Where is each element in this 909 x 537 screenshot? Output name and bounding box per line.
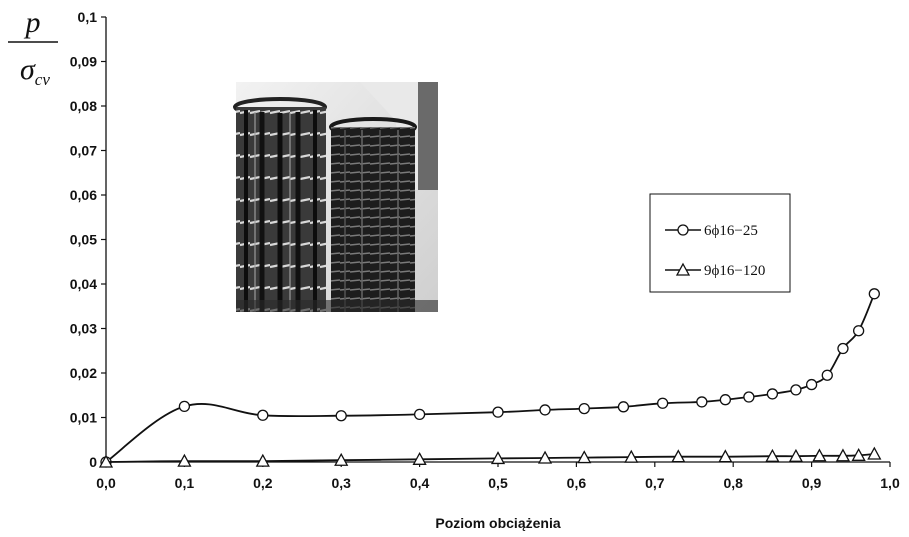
- data-point-1: [624, 449, 639, 463]
- data-point-0: [413, 408, 426, 421]
- data-point-0: [696, 396, 708, 408]
- data-point-1: [98, 454, 114, 468]
- data-point-0: [766, 388, 779, 400]
- data-point-1: [255, 453, 270, 467]
- y-tick-label: 0,09: [70, 54, 97, 70]
- data-point-1: [765, 448, 780, 462]
- x-tick-label: 0,7: [645, 475, 665, 491]
- y-label-subscript: cv: [35, 70, 51, 89]
- data-point-1: [490, 451, 506, 465]
- data-point-1: [577, 450, 592, 464]
- x-axis-label: Poziom obciążenia: [435, 515, 560, 531]
- x-tick-label: 0,5: [488, 475, 508, 491]
- data-point-0: [868, 288, 880, 300]
- data-point-1: [412, 451, 427, 465]
- series-group: [98, 288, 882, 468]
- data-point-0: [790, 384, 802, 396]
- data-point-0: [719, 394, 732, 406]
- y-tick-label: 0,01: [70, 410, 97, 426]
- data-point-1: [671, 449, 686, 463]
- x-tick-label: 0,4: [410, 475, 430, 491]
- data-point-0: [852, 325, 865, 337]
- legend-label-1: 9ϕ16−120: [704, 263, 765, 279]
- series-line-0: [105, 293, 876, 463]
- y-ticks: 0 0,01 0,02 0,03 0,04 0,05 0,06 0,07 0,08 0,09 0,1: [70, 9, 106, 470]
- y-tick-label: 0,08: [70, 98, 97, 114]
- data-point-1: [835, 448, 851, 462]
- data-point-0: [656, 397, 669, 409]
- y-label-denominator: σcv: [20, 53, 50, 89]
- y-tick-label: 0,06: [70, 187, 97, 203]
- data-point-0: [257, 409, 269, 421]
- x-tick-label: 0,0: [96, 475, 116, 491]
- data-point-1: [718, 449, 733, 463]
- rebar-cages-photo: [233, 82, 438, 312]
- data-point-1: [537, 450, 553, 464]
- y-tick-label: 0,05: [70, 232, 97, 248]
- data-point-0: [492, 406, 504, 418]
- y-tick-label: 0,1: [78, 9, 98, 25]
- x-tick-label: 0,9: [802, 475, 822, 491]
- y-tick-label: 0,02: [70, 365, 97, 381]
- x-tick-label: 0,1: [175, 475, 195, 491]
- x-tick-label: 0,2: [253, 475, 273, 491]
- x-ticks: 0,0 0,1 0,2 0,3 0,4 0,5 0,6 0,7 0,8 0,9 1,0: [96, 462, 900, 491]
- data-point-0: [617, 401, 630, 413]
- y-tick-label: 0,03: [70, 321, 97, 337]
- data-point-0: [335, 410, 347, 422]
- data-point-1: [851, 447, 866, 461]
- series-line-1: [105, 453, 875, 463]
- x-tick-label: 0,6: [567, 475, 587, 491]
- legend: 6ϕ16−25 9ϕ16−120: [649, 193, 791, 293]
- x-tick-label: 0,8: [723, 475, 743, 491]
- data-point-1: [867, 446, 882, 460]
- legend-marker-1: [675, 262, 691, 276]
- data-point-1: [334, 452, 349, 466]
- data-point-0: [743, 391, 755, 403]
- data-point-0: [837, 342, 849, 355]
- data-point-1: [177, 453, 192, 467]
- x-tick-label: 0,3: [331, 475, 351, 491]
- legend-box: [649, 193, 791, 293]
- data-point-1: [812, 448, 827, 462]
- y-tick-label: 0,07: [70, 143, 97, 159]
- data-point-0: [539, 404, 551, 416]
- data-point-1: [788, 448, 804, 462]
- data-point-0: [805, 378, 818, 391]
- y-tick-label: 0,04: [70, 276, 97, 292]
- y-tick-label: 0: [89, 454, 97, 470]
- data-point-0: [821, 369, 833, 381]
- x-tick-label: 1,0: [880, 475, 900, 491]
- legend-label-0: 6ϕ16−25: [704, 223, 758, 239]
- y-label-numerator: p: [24, 6, 41, 39]
- data-point-0: [178, 400, 191, 413]
- data-point-0: [578, 402, 590, 415]
- legend-marker-0: [677, 224, 689, 236]
